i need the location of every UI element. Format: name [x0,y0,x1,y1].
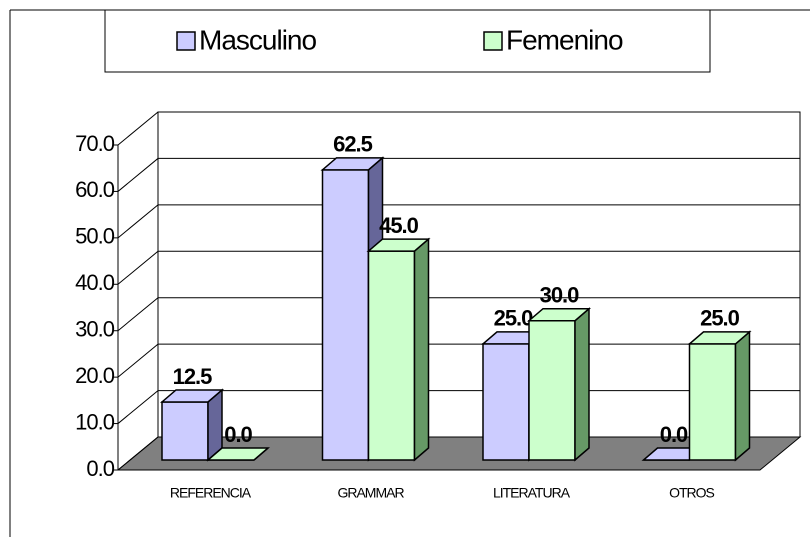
grid-line [117,297,800,332]
data-label: 12.5 [173,364,213,389]
y-tick-label: 50.0 [75,224,115,249]
bar-top [687,331,752,345]
y-tick-label: 20.0 [75,363,115,388]
grid-line [117,111,800,146]
grid-line [117,204,800,239]
bar-front [367,250,416,461]
bar-top [320,157,385,171]
x-tick-label: GRAMMAR [337,485,404,501]
data-label: 25.0 [494,306,534,331]
bar-top [366,238,431,252]
data-label: 62.5 [333,132,373,157]
bar [159,388,225,462]
bar-front [688,343,737,461]
grid-line [117,250,800,285]
bar-front [482,343,530,461]
data-label: 0.0 [224,422,252,447]
bar-side [574,307,590,462]
bar-front [321,169,370,461]
bar-top [205,447,271,461]
y-tick-label: 40.0 [75,270,115,295]
bar [526,307,592,462]
legend-swatch [176,31,196,51]
legend-label: Masculino [199,24,316,55]
legend [104,9,711,73]
y-tick-label: 60.0 [75,177,115,202]
data-label: 45.0 [379,213,419,238]
data-label: 25.0 [700,306,740,331]
bar-front [161,401,209,461]
y-tick-label: 30.0 [75,317,115,342]
bar [205,447,271,461]
legend-label: Femenino [506,24,623,55]
bar-top [159,389,225,403]
x-tick-label: OTROS [669,485,714,501]
y-tick-label: 0.0 [86,456,114,481]
x-tick-label: REFERENCIA [170,485,252,501]
x-tick-label: LITERATURA [493,485,571,501]
data-label: 30.0 [540,283,580,308]
grid-line [117,157,800,192]
bar-side [734,330,751,462]
bar-side [413,237,430,462]
y-tick-label: 10.0 [75,409,115,434]
bar-top [526,307,592,322]
bar [366,237,431,462]
data-label: 0.0 [660,422,688,447]
bar-front [528,319,576,461]
y-tick-label: 70.0 [75,131,115,156]
bar [687,330,752,462]
legend-swatch [483,31,503,51]
